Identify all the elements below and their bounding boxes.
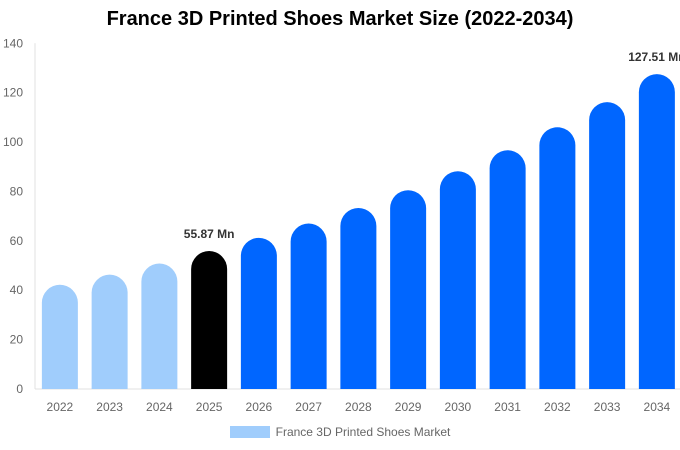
data-label: 127.51 Mn [628, 50, 680, 64]
x-tick-label: 2029 [395, 400, 422, 414]
bar-2026 [240, 237, 277, 389]
x-tick-label: 2030 [445, 400, 472, 414]
bar-2027 [290, 223, 327, 389]
legend: France 3D Printed Shoes Market [0, 425, 680, 439]
data-label: 55.87 Mn [184, 227, 235, 241]
x-tick-label: 2027 [295, 400, 322, 414]
y-tick-label: 140 [3, 36, 23, 50]
x-tick-label: 2032 [544, 400, 571, 414]
y-tick-label: 40 [10, 283, 24, 297]
bar-2033 [589, 102, 626, 390]
legend-label: France 3D Printed Shoes Market [275, 425, 451, 439]
bar-2030 [439, 171, 476, 389]
bar-2024 [141, 263, 178, 389]
x-tick-label: 2025 [196, 400, 223, 414]
bar-2023 [91, 274, 128, 389]
bar-2028 [340, 208, 377, 389]
chart-title: France 3D Printed Shoes Market Size (202… [106, 8, 574, 30]
x-tick-label: 2031 [494, 400, 521, 414]
x-tick-label: 2034 [644, 400, 671, 414]
y-tick-label: 0 [16, 382, 23, 396]
y-tick-label: 60 [10, 234, 24, 248]
bar-2029 [390, 190, 427, 389]
x-tick-label: 2033 [594, 400, 621, 414]
bar-2034 [638, 74, 675, 389]
y-tick-label: 80 [10, 184, 24, 198]
x-tick-label: 2023 [96, 400, 123, 414]
bar-2022 [41, 284, 78, 389]
legend-swatch [229, 426, 270, 438]
bar-2031 [489, 150, 526, 389]
x-tick-label: 2026 [246, 400, 273, 414]
y-tick-label: 20 [10, 333, 24, 347]
bar-2025 [191, 251, 228, 389]
y-tick-label: 120 [3, 86, 23, 100]
x-tick-label: 2022 [47, 400, 74, 414]
x-tick-label: 2028 [345, 400, 372, 414]
y-tick-label: 100 [3, 135, 23, 149]
x-tick-label: 2024 [146, 400, 173, 414]
bar-2032 [539, 127, 576, 389]
